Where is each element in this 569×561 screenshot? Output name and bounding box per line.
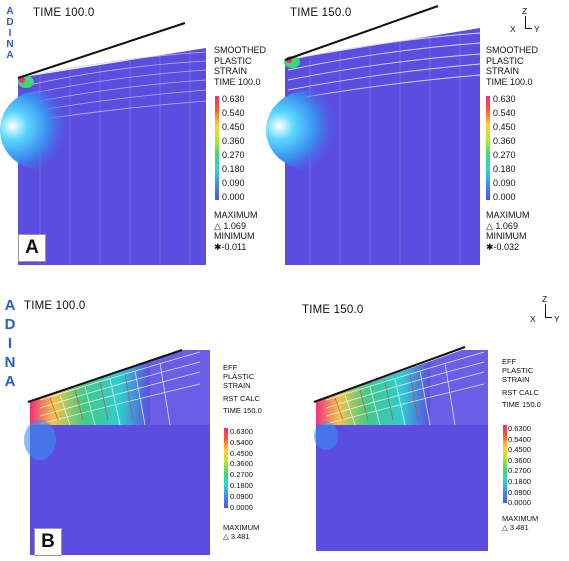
- max-min-a-left: MAXIMUM △ 1.069 MINIMUM ✱-0.011: [214, 210, 258, 252]
- legend-title-b-left: EFF PLASTIC STRAIN RST CALC TIME 150.0: [223, 363, 262, 415]
- axis-triad-a: Z X Y: [510, 6, 546, 40]
- axis-y-label: Y: [554, 314, 560, 324]
- time-label-a-right: TIME 150.0: [290, 7, 352, 19]
- panel-letter-a: A: [18, 234, 46, 262]
- colorbar-a-right: [486, 96, 490, 200]
- axis-x-label: X: [530, 314, 536, 324]
- time-label-b-left: TIME 100.0: [24, 300, 86, 312]
- colorbar-values-a-left: 0.630 0.540 0.450 0.360 0.270 0.180 0.090 0.000: [222, 94, 245, 202]
- max-b-left: MAXIMUM △ 3.481: [223, 523, 260, 541]
- time-label-b-right: TIME 150.0: [302, 304, 364, 316]
- axis-z-line: [545, 304, 546, 317]
- axis-z-label: Z: [522, 6, 528, 16]
- axis-y-line: [525, 28, 532, 29]
- colorbar-values-a-right: 0.630 0.540 0.450 0.360 0.270 0.180 0.090 0.000: [493, 94, 516, 202]
- legend-title-a-left: SMOOTHED PLASTIC STRAIN TIME 100.0: [214, 45, 267, 87]
- colorbar-b-left: [224, 428, 228, 508]
- colorbar-values-b-left: 0.6300 0.5400 0.4500 0.3600 0.2700 0.1800 0.09…: [230, 427, 253, 512]
- legend-title-a-right: SMOOTHED PLASTIC STRAIN TIME 100.0: [486, 45, 539, 87]
- max-b-right: MAXIMUM △ 3.481: [502, 514, 539, 532]
- legend-title-b-right: EFF PLASTIC STRAIN RST CALC TIME 150.0: [502, 357, 541, 409]
- max-min-a-right: MAXIMUM △ 1.069 MINIMUM ✱-0.032: [486, 210, 530, 252]
- colorbar-values-b-right: 0.6300 0.5400 0.4500 0.3600 0.2700 0.1800 0.09…: [508, 424, 531, 508]
- axis-x-label: X: [510, 24, 516, 34]
- axis-triad-b: Z X Y: [530, 294, 566, 330]
- time-label-a-left: TIME 100.0: [33, 7, 95, 19]
- colorbar-a-left: [215, 96, 219, 200]
- axis-z-line: [525, 16, 526, 28]
- axis-y-label: Y: [534, 24, 540, 34]
- axis-y-line: [545, 317, 552, 318]
- panel-letter-b: B: [34, 528, 62, 556]
- colorbar-b-right: [503, 425, 507, 503]
- axis-z-label: Z: [542, 294, 548, 304]
